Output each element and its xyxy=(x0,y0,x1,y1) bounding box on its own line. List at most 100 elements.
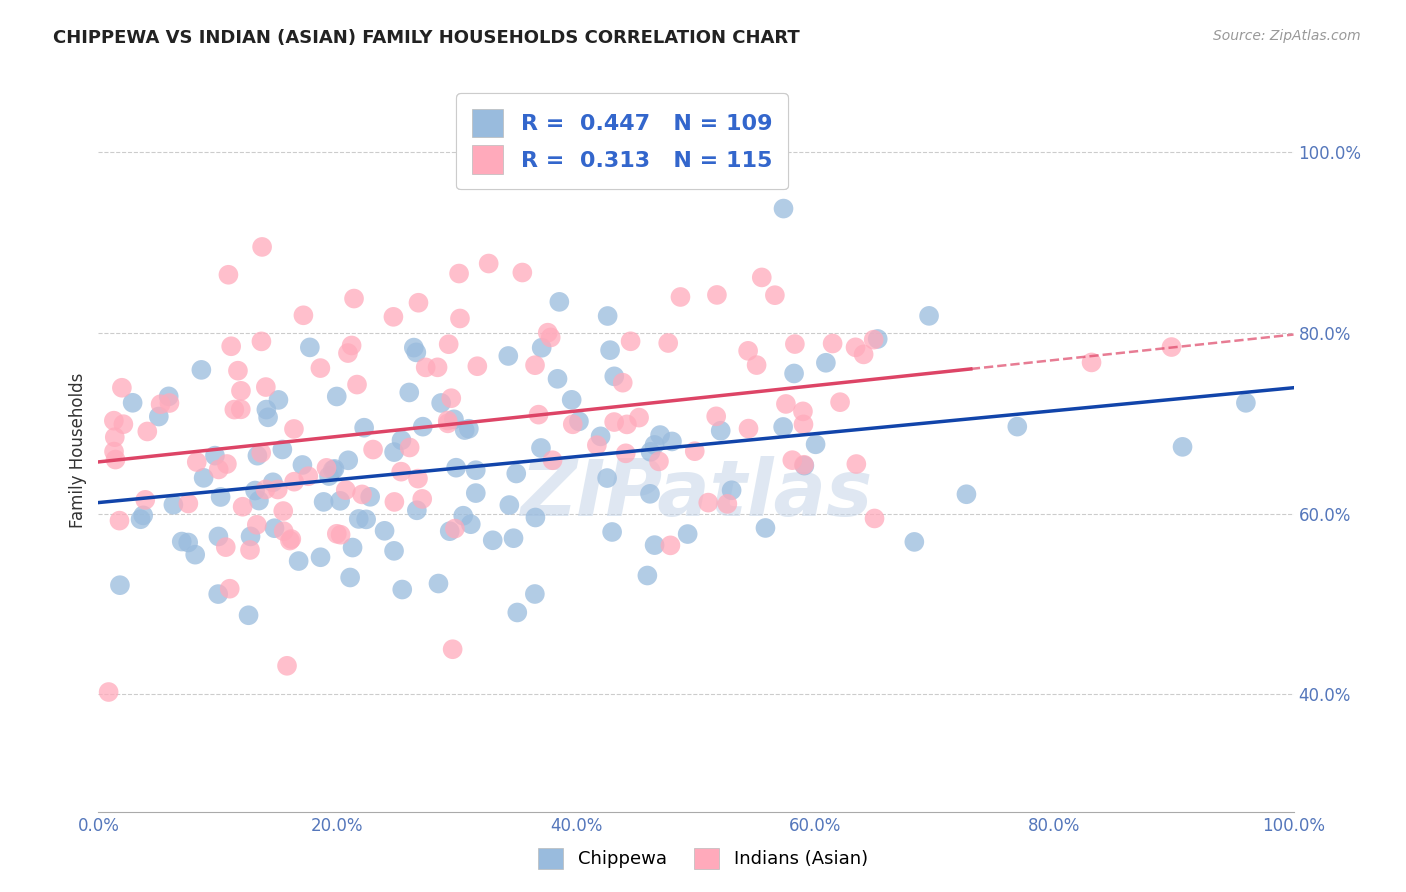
Point xyxy=(346,377,368,392)
Point xyxy=(523,587,546,601)
Point xyxy=(267,483,290,497)
Point xyxy=(257,410,280,425)
Point xyxy=(271,442,294,457)
Point xyxy=(157,389,180,403)
Point xyxy=(323,462,346,476)
Point xyxy=(159,396,181,410)
Point xyxy=(506,606,529,620)
Point xyxy=(465,359,488,374)
Point xyxy=(444,460,467,475)
Point xyxy=(276,658,298,673)
Point xyxy=(309,550,332,565)
Point xyxy=(524,510,547,524)
Point xyxy=(250,334,273,349)
Point xyxy=(599,343,621,358)
Point xyxy=(821,336,844,351)
Point xyxy=(710,424,733,438)
Point xyxy=(620,334,643,349)
Point xyxy=(267,392,290,407)
Point xyxy=(177,535,200,549)
Point xyxy=(1171,440,1194,454)
Point xyxy=(586,438,609,452)
Point xyxy=(215,457,238,471)
Point xyxy=(636,568,658,582)
Point xyxy=(457,422,479,436)
Point xyxy=(336,346,359,360)
Point xyxy=(215,540,238,554)
Point xyxy=(716,497,738,511)
Point xyxy=(648,428,671,442)
Point xyxy=(537,326,560,340)
Point xyxy=(439,524,461,539)
Point xyxy=(112,417,135,432)
Point xyxy=(297,469,319,483)
Point xyxy=(239,529,262,543)
Point xyxy=(706,288,728,302)
Text: ZIPatlas: ZIPatlas xyxy=(520,456,872,532)
Point xyxy=(254,402,277,417)
Point xyxy=(524,358,547,372)
Point xyxy=(427,576,450,591)
Point xyxy=(589,429,612,443)
Point xyxy=(763,288,786,302)
Point xyxy=(828,395,851,409)
Point xyxy=(352,487,374,501)
Point xyxy=(129,512,152,526)
Point xyxy=(218,582,240,596)
Point xyxy=(498,498,520,512)
Point xyxy=(661,434,683,449)
Point xyxy=(568,414,591,428)
Point xyxy=(353,420,375,434)
Point xyxy=(498,349,520,363)
Point xyxy=(247,493,270,508)
Point xyxy=(177,496,200,510)
Point xyxy=(903,535,925,549)
Point xyxy=(454,423,477,437)
Point xyxy=(283,475,305,489)
Point xyxy=(322,463,344,477)
Point xyxy=(343,292,366,306)
Point xyxy=(254,380,277,394)
Point xyxy=(402,341,425,355)
Point xyxy=(754,521,776,535)
Point xyxy=(412,419,434,434)
Point xyxy=(329,527,352,541)
Point xyxy=(863,511,886,525)
Point xyxy=(530,341,553,355)
Point xyxy=(437,337,460,351)
Point xyxy=(132,508,155,523)
Point xyxy=(505,467,527,481)
Point xyxy=(844,340,866,354)
Point xyxy=(398,441,420,455)
Point xyxy=(326,389,349,403)
Point xyxy=(745,358,768,372)
Point xyxy=(1234,396,1257,410)
Point xyxy=(1160,340,1182,354)
Point xyxy=(224,402,246,417)
Point xyxy=(411,491,433,506)
Point xyxy=(246,449,269,463)
Point xyxy=(263,521,285,535)
Point xyxy=(342,541,364,555)
Point xyxy=(329,493,352,508)
Point xyxy=(657,336,679,351)
Point xyxy=(451,508,474,523)
Point xyxy=(782,453,804,467)
Point xyxy=(408,295,430,310)
Point xyxy=(783,367,806,381)
Point xyxy=(391,433,413,447)
Point xyxy=(354,512,377,526)
Point xyxy=(441,642,464,657)
Point xyxy=(443,412,465,426)
Point xyxy=(603,369,626,384)
Point xyxy=(382,495,405,509)
Point xyxy=(273,524,295,539)
Point xyxy=(775,397,797,411)
Point xyxy=(527,408,550,422)
Point xyxy=(280,532,302,546)
Point xyxy=(845,457,868,471)
Point xyxy=(866,332,889,346)
Point xyxy=(430,396,453,410)
Point xyxy=(104,452,127,467)
Point xyxy=(640,445,662,459)
